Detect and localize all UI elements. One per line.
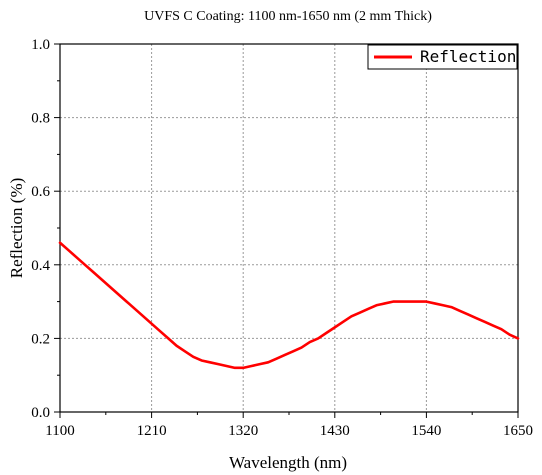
y-axis-label: Reflection (%) bbox=[7, 178, 26, 279]
x-tick-labels: 1100 1210 1320 1430 1540 1650 bbox=[45, 423, 533, 439]
x-tick-label-1210: 1210 bbox=[137, 423, 167, 439]
y-tick-label-0.6: 0.6 bbox=[31, 184, 50, 200]
x-tick-label-1540: 1540 bbox=[411, 423, 441, 439]
legend: Reflection bbox=[367, 44, 518, 70]
plot-frame bbox=[59, 43, 519, 413]
series-line-reflection bbox=[58, 241, 520, 370]
x-tick-label-1430: 1430 bbox=[320, 423, 350, 439]
axes bbox=[59, 43, 519, 413]
y-tick-labels: 0.0 0.2 0.4 0.6 0.8 1.0 bbox=[31, 37, 50, 421]
series-layer bbox=[58, 241, 520, 370]
y-tick-label-1.0: 1.0 bbox=[31, 37, 50, 53]
x-tick-label-1100: 1100 bbox=[45, 423, 74, 439]
x-tick-label-1320: 1320 bbox=[228, 423, 258, 439]
y-tick-label-0.8: 0.8 bbox=[31, 111, 50, 127]
tick-marks bbox=[54, 43, 519, 418]
x-tick-label-1650: 1650 bbox=[503, 423, 533, 439]
chart-title: UVFS C Coating: 1100 nm-1650 nm (2 mm Th… bbox=[144, 9, 432, 24]
y-tick-label-0.2: 0.2 bbox=[31, 331, 50, 347]
y-tick-label-0.0: 0.0 bbox=[31, 405, 50, 421]
grid-lines bbox=[60, 44, 518, 412]
legend-label-reflection: Reflection bbox=[420, 47, 516, 66]
x-axis-label: Wavelength (nm) bbox=[229, 453, 347, 472]
y-tick-label-0.4: 0.4 bbox=[31, 258, 50, 274]
